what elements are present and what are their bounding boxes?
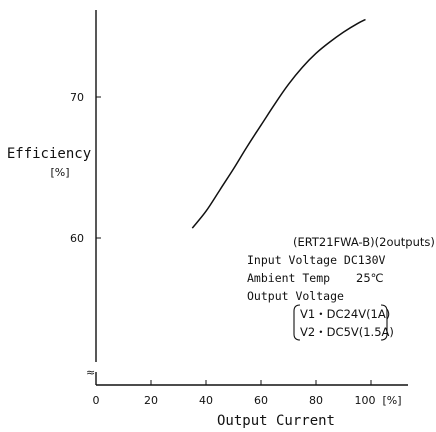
x-tick-label: 20 <box>144 394 158 407</box>
ambient-temp-label: Ambient Temp <box>247 271 330 285</box>
x-tick-label: 0 <box>93 394 100 407</box>
y-ticks: 60 70 <box>70 91 101 245</box>
axis-break-mark: ≈ <box>86 366 95 379</box>
ambient-temp-value: 25℃ <box>356 271 384 285</box>
y-tick-label: 60 <box>70 232 84 245</box>
efficiency-series-line <box>191 18 366 229</box>
y-axis-title: Efficiency <box>7 146 91 162</box>
series-layer <box>191 18 366 229</box>
output-voltage-label: Output Voltage <box>247 289 344 303</box>
v2-label: V2・DC5V(1.5A) <box>300 325 394 339</box>
model-label: (ERT21FWA-B)(2outputs) <box>293 235 435 249</box>
bracket-left <box>293 304 301 341</box>
bracket-right <box>380 304 388 341</box>
x-tick-label: 40 <box>199 394 213 407</box>
x-tick-label: 100 <box>355 394 376 407</box>
x-tick-label: 80 <box>309 394 323 407</box>
y-tick-label: 70 <box>70 91 84 104</box>
input-voltage-label: Input Voltage DC130V <box>247 253 386 267</box>
y-axis-unit: [%] <box>50 166 69 179</box>
x-unit-label: [%] <box>382 394 401 407</box>
x-tick-label: 60 <box>254 394 268 407</box>
v1-label: V1・DC24V(1A) <box>300 307 390 321</box>
x-axis-title: Output Current <box>217 413 335 429</box>
x-ticks: 0 20 40 60 80 100 <box>93 380 376 407</box>
